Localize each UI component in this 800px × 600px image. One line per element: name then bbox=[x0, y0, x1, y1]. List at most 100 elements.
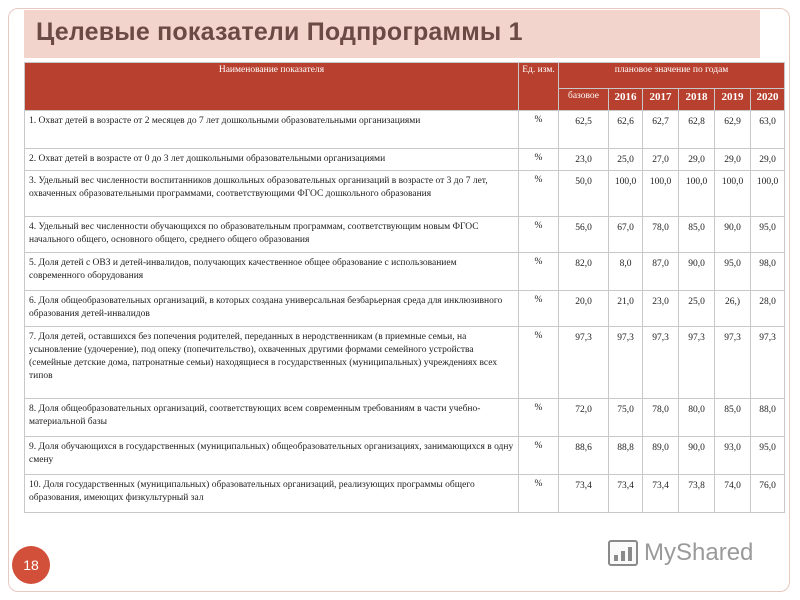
base-value: 23,0 bbox=[558, 148, 609, 171]
indicators-table: Наименование показателя Ед. изм. планово… bbox=[24, 62, 786, 513]
year-value: 100,0 bbox=[678, 170, 715, 217]
table-row: 1. Охват детей в возрасте от 2 месяцев д… bbox=[24, 110, 786, 149]
year-value: 23,0 bbox=[642, 290, 679, 327]
header-base: базовое bbox=[558, 88, 609, 111]
indicator-unit: % bbox=[518, 436, 559, 475]
indicator-name: 8. Доля общеобразовательных организаций,… bbox=[24, 398, 519, 437]
header-name: Наименование показателя bbox=[24, 62, 519, 111]
indicator-name: 6. Доля общеобразовательных организаций,… bbox=[24, 290, 519, 327]
year-value: 76,0 bbox=[749, 474, 786, 513]
chart-logo-icon bbox=[608, 540, 638, 566]
year-value: 26,) bbox=[714, 290, 751, 327]
year-value: 73,4 bbox=[608, 474, 643, 513]
year-value: 100,0 bbox=[714, 170, 751, 217]
indicator-name: 5. Доля детей с ОВЗ и детей-инвалидов, п… bbox=[24, 252, 519, 291]
logo-text: MyShared bbox=[644, 539, 754, 566]
indicator-unit: % bbox=[518, 252, 559, 291]
year-value: 29,0 bbox=[749, 148, 786, 171]
year-value: 27,0 bbox=[642, 148, 679, 171]
table-row: 7. Доля детей, оставшихся без попечения … bbox=[24, 326, 786, 399]
indicator-unit: % bbox=[518, 110, 559, 149]
title-bar bbox=[24, 10, 760, 58]
year-value: 87,0 bbox=[642, 252, 679, 291]
indicator-unit: % bbox=[518, 148, 559, 171]
header-planned: плановое значение по годам bbox=[557, 62, 786, 89]
base-value: 72,0 bbox=[558, 398, 609, 437]
table-row: 4. Удельный вес численности обучающихся … bbox=[24, 216, 786, 253]
header-year: 2016 bbox=[608, 88, 643, 111]
indicator-name: 2. Охват детей в возрасте от 0 до 3 лет … bbox=[24, 148, 519, 171]
year-value: 100,0 bbox=[642, 170, 679, 217]
year-value: 98,0 bbox=[749, 252, 786, 291]
year-value: 73,8 bbox=[678, 474, 715, 513]
indicator-unit: % bbox=[518, 290, 559, 327]
base-value: 97,3 bbox=[558, 326, 609, 399]
year-value: 29,0 bbox=[678, 148, 715, 171]
indicator-unit: % bbox=[518, 326, 559, 399]
indicator-name: 3. Удельный вес численности воспитаннико… bbox=[24, 170, 519, 217]
year-value: 89,0 bbox=[642, 436, 679, 475]
year-value: 78,0 bbox=[642, 216, 679, 253]
year-value: 100,0 bbox=[608, 170, 643, 217]
indicator-name: 10. Доля государственных (муниципальных)… bbox=[24, 474, 519, 513]
table-row: 3. Удельный вес численности воспитаннико… bbox=[24, 170, 786, 217]
base-value: 73,4 bbox=[558, 474, 609, 513]
indicator-name: 9. Доля обучающихся в государственных (м… bbox=[24, 436, 519, 475]
year-value: 78,0 bbox=[642, 398, 679, 437]
year-value: 21,0 bbox=[608, 290, 643, 327]
table-row: 8. Доля общеобразовательных организаций,… bbox=[24, 398, 786, 437]
year-value: 90,0 bbox=[714, 216, 751, 253]
base-value: 82,0 bbox=[558, 252, 609, 291]
year-value: 28,0 bbox=[749, 290, 786, 327]
year-value: 62,8 bbox=[678, 110, 715, 149]
year-value: 80,0 bbox=[678, 398, 715, 437]
year-value: 95,0 bbox=[749, 436, 786, 475]
year-value: 97,3 bbox=[642, 326, 679, 399]
year-value: 88,0 bbox=[749, 398, 786, 437]
indicator-unit: % bbox=[518, 170, 559, 217]
myshared-logo: MyShared bbox=[608, 538, 753, 568]
year-value: 62,6 bbox=[608, 110, 643, 149]
header-year: 2018 bbox=[678, 88, 715, 111]
table-row: 6. Доля общеобразовательных организаций,… bbox=[24, 290, 786, 327]
header-year: 2019 bbox=[714, 88, 751, 111]
table-row: 10. Доля государственных (муниципальных)… bbox=[24, 474, 786, 513]
page-number-badge: 18 bbox=[12, 546, 50, 584]
base-value: 20,0 bbox=[558, 290, 609, 327]
base-value: 50,0 bbox=[558, 170, 609, 217]
year-value: 90,0 bbox=[678, 252, 715, 291]
table-row: 2. Охват детей в возрасте от 0 до 3 лет … bbox=[24, 148, 786, 171]
indicator-unit: % bbox=[518, 216, 559, 253]
indicator-unit: % bbox=[518, 474, 559, 513]
table-row: 5. Доля детей с ОВЗ и детей-инвалидов, п… bbox=[24, 252, 786, 291]
year-value: 62,9 bbox=[714, 110, 751, 149]
year-value: 95,0 bbox=[749, 216, 786, 253]
base-value: 88,6 bbox=[558, 436, 609, 475]
year-value: 97,3 bbox=[714, 326, 751, 399]
table-row: 9. Доля обучающихся в государственных (м… bbox=[24, 436, 786, 475]
year-value: 29,0 bbox=[714, 148, 751, 171]
year-value: 97,3 bbox=[749, 326, 786, 399]
base-value: 56,0 bbox=[558, 216, 609, 253]
year-value: 90,0 bbox=[678, 436, 715, 475]
year-value: 88,8 bbox=[608, 436, 643, 475]
year-value: 75,0 bbox=[608, 398, 643, 437]
year-value: 63,0 bbox=[749, 110, 786, 149]
year-value: 95,0 bbox=[714, 252, 751, 291]
header-unit: Ед. изм. bbox=[518, 62, 559, 111]
year-value: 67,0 bbox=[608, 216, 643, 253]
year-value: 97,3 bbox=[678, 326, 715, 399]
year-value: 8,0 bbox=[608, 252, 643, 291]
header-year: 2017 bbox=[642, 88, 679, 111]
year-value: 74,0 bbox=[714, 474, 751, 513]
year-value: 100,0 bbox=[749, 170, 786, 217]
year-value: 62,7 bbox=[642, 110, 679, 149]
indicator-name: 4. Удельный вес численности обучающихся … bbox=[24, 216, 519, 253]
header-year: 2020 bbox=[749, 88, 786, 111]
indicator-name: 1. Охват детей в возрасте от 2 месяцев д… bbox=[24, 110, 519, 149]
year-value: 93,0 bbox=[714, 436, 751, 475]
year-value: 25,0 bbox=[678, 290, 715, 327]
indicator-name: 7. Доля детей, оставшихся без попечения … bbox=[24, 326, 519, 399]
base-value: 62,5 bbox=[558, 110, 609, 149]
year-value: 85,0 bbox=[678, 216, 715, 253]
